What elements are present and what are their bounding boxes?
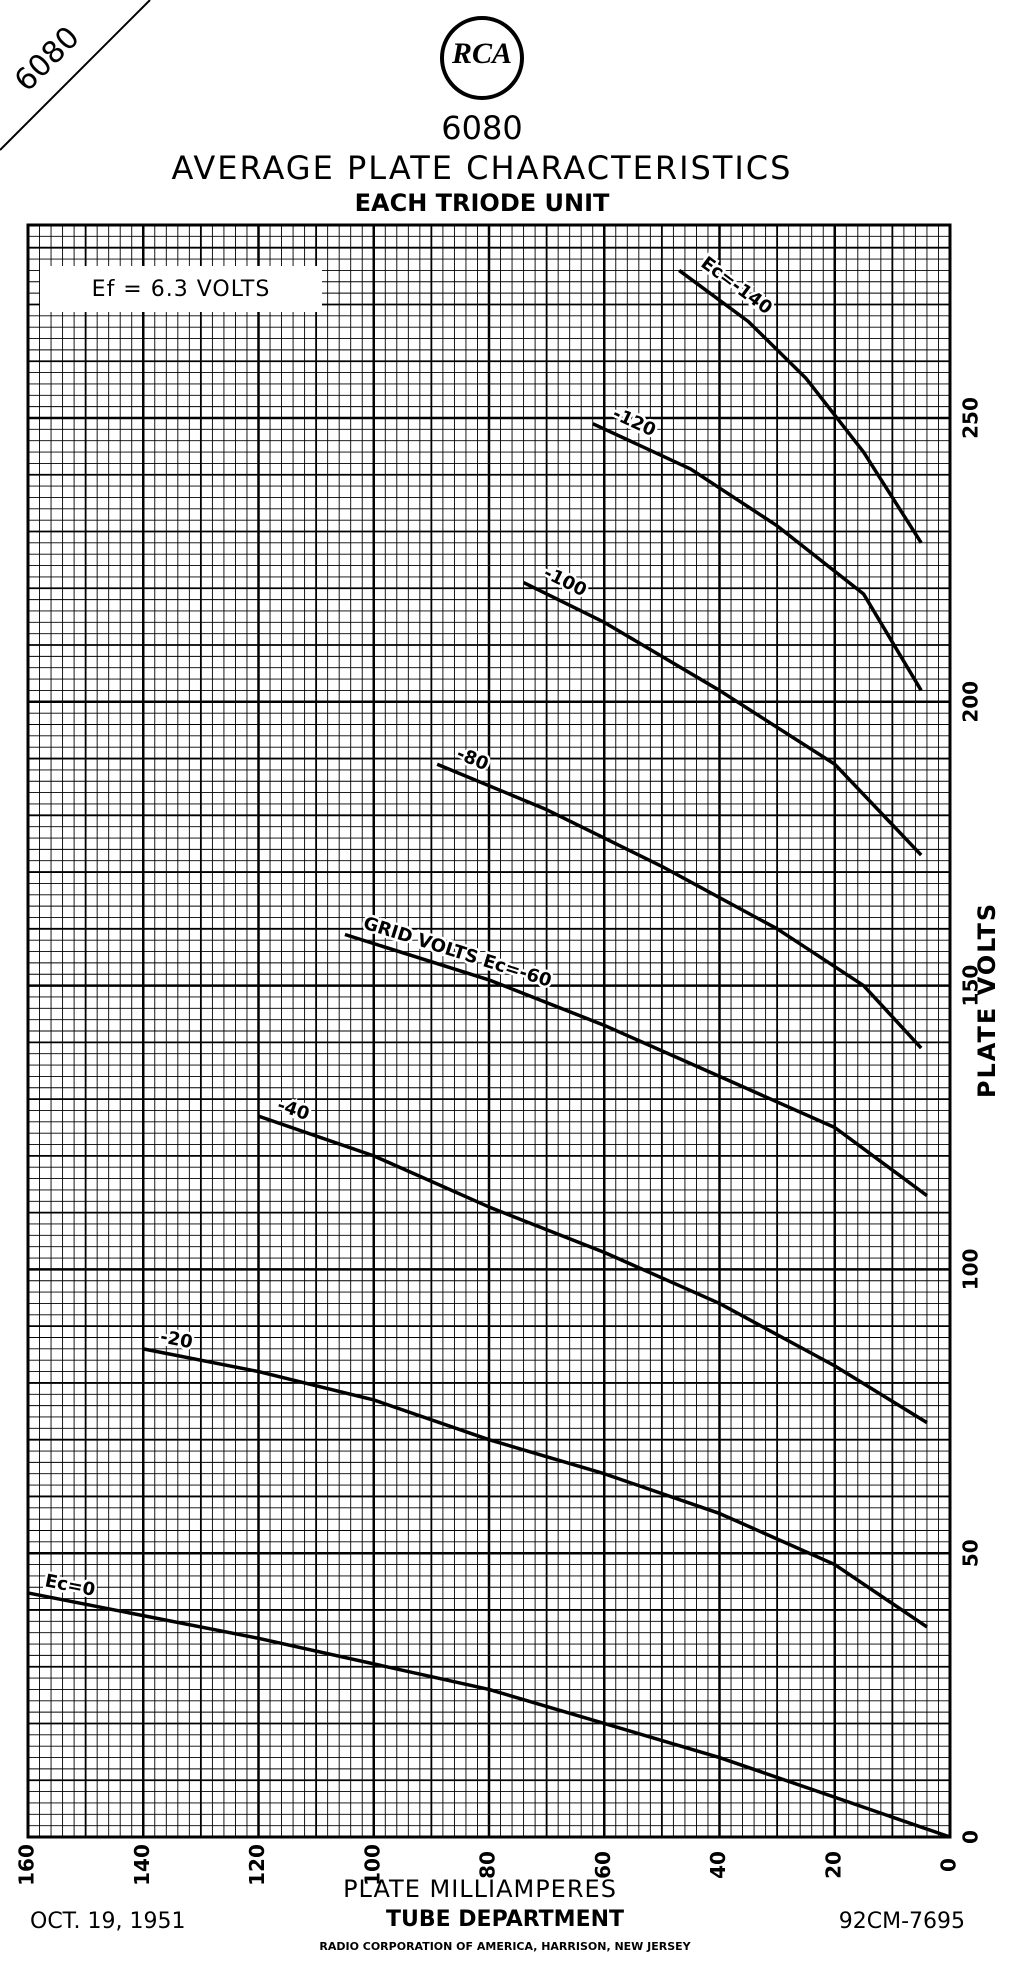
- footer-department: TUBE DEPARTMENT: [386, 1907, 624, 1932]
- y-tick-label: 50: [959, 1539, 983, 1567]
- y-tick-label: 0: [959, 1830, 983, 1844]
- annotation-box: [40, 266, 322, 312]
- curve-label: -80: [453, 743, 491, 775]
- x-tick-label: 160: [15, 1844, 39, 1886]
- chart-subtitle2: EACH TRIODE UNIT: [355, 189, 610, 217]
- curve-label: Ec=-140: [697, 253, 776, 319]
- curve: [27, 1591, 951, 1839]
- plot-area: 160 140 120 100 80 60 40 20 0050100150200250Ec=0…: [15, 223, 983, 1886]
- annotation: Ef = 6.3 VOLTS: [92, 277, 271, 302]
- curve: [436, 762, 923, 1050]
- x-tick-label: 140: [130, 1844, 154, 1886]
- x-tick-label: 80: [476, 1851, 500, 1879]
- chart-title: 6080: [441, 109, 522, 147]
- logo: RCA: [451, 37, 512, 70]
- curve-label: GRID VOLTS Ec=-60: [361, 913, 554, 992]
- x-axis-label: PLATE MILLIAMPERES: [343, 1875, 617, 1903]
- y-axis-label: PLATE VOLTS: [973, 902, 1001, 1098]
- footer-code: 92CM-7695: [839, 1909, 965, 1934]
- x-tick-label: 60: [591, 1851, 615, 1879]
- footer-company: RADIO CORPORATION OF AMERICA, HARRISON, …: [319, 1940, 691, 1953]
- curve: [522, 581, 923, 857]
- x-tick-label: 100: [360, 1844, 384, 1886]
- curve: [142, 1347, 928, 1629]
- footer-date: OCT. 19, 1951: [30, 1909, 185, 1934]
- x-tick-label: 40: [706, 1851, 730, 1879]
- curve-label: -20: [158, 1326, 194, 1353]
- y-tick-label: 250: [959, 397, 983, 439]
- corner-label: 6080: [8, 20, 87, 99]
- x-tick-label: 20: [821, 1851, 845, 1879]
- logo-ring: [440, 16, 524, 100]
- y-tick-label: 100: [959, 1249, 983, 1291]
- curve: [257, 1114, 928, 1425]
- curve: [344, 932, 928, 1198]
- curve: [678, 269, 923, 544]
- curve: [591, 422, 923, 692]
- y-tick-label: 200: [959, 681, 983, 723]
- x-tick-label: 120: [245, 1844, 269, 1886]
- y-tick-label: 150: [959, 965, 983, 1007]
- corner-line: [0, 0, 151, 151]
- x-tick-label: 0: [937, 1858, 961, 1872]
- chart-subtitle: AVERAGE PLATE CHARACTERISTICS: [172, 149, 793, 187]
